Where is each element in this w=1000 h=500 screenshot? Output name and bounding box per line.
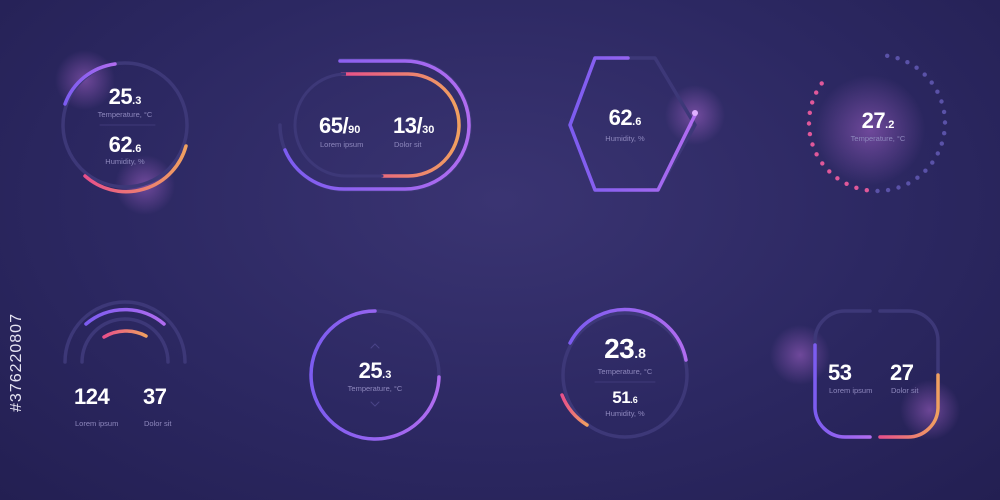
gauge-dot: [906, 181, 911, 186]
temperature-label: Temperature, °C: [347, 384, 403, 393]
dolor-label: Dolor sit: [144, 419, 172, 428]
dolor-value: 13/30: [393, 113, 435, 138]
humidity-label: Humidity, %: [605, 409, 645, 418]
gauge-dot: [935, 151, 940, 156]
gauge-dot: [941, 109, 947, 115]
gauge-dot: [914, 65, 919, 70]
gauge-dot: [915, 175, 920, 180]
hexagon-humidity-gauge: [568, 56, 698, 192]
circle-temperature-gauge: [309, 309, 441, 441]
temperature-humidity-gauge-1: [61, 61, 189, 194]
humidity-label: Humidity, %: [605, 134, 645, 143]
gauge-dot: [896, 185, 901, 190]
gauge-dot: [875, 188, 880, 194]
gauge-dot: [814, 90, 819, 95]
gauge-dot: [942, 120, 948, 125]
gauge-dot: [814, 152, 819, 157]
gauge-dot: [930, 160, 935, 165]
lorem-value: 124: [74, 384, 110, 409]
dolor-value: 37: [143, 384, 167, 409]
lorem-label: Lorem ipsum: [75, 419, 119, 428]
temperature-value: 25.3: [358, 358, 392, 383]
stock-id: #376220807: [8, 313, 25, 412]
gauge-dot: [806, 121, 812, 126]
gauge-dot: [807, 110, 812, 116]
humidity-value: 51.6: [612, 388, 638, 407]
temperature-label: Temperature, °C: [97, 110, 153, 119]
gauge-dot: [820, 161, 825, 166]
dotted-temperature-gauge: [806, 53, 948, 194]
gauge-dot: [929, 80, 934, 85]
lorem-value: 65/90: [319, 113, 361, 138]
dolor-value: 27: [890, 360, 914, 385]
gauge-dot: [922, 72, 927, 77]
gauge-dot: [810, 100, 815, 105]
gauge-dot: [854, 185, 859, 190]
temperature-value: 23.8: [604, 333, 646, 364]
humidity-label: Humidity, %: [105, 157, 145, 166]
circle-temperature-humidity-gauge: [560, 307, 689, 439]
temperature-label: Temperature, °C: [597, 367, 653, 376]
gauge-dot: [819, 81, 824, 86]
gauge-dot: [864, 188, 869, 193]
dolor-label: Dolor sit: [394, 140, 422, 149]
humidity-value: 62.6: [108, 132, 142, 157]
gauge-dot: [895, 56, 900, 61]
stadium-progress-gauge: [278, 58, 472, 192]
gauge-dot: [827, 169, 832, 174]
gauge-dot: [939, 99, 944, 104]
gauge-dot: [844, 181, 849, 186]
gauge-dot: [807, 131, 813, 137]
lorem-label: Lorem ipsum: [829, 386, 873, 395]
gauge-dot: [835, 176, 840, 181]
gauge-dot: [905, 60, 910, 65]
semicircle-dual-gauge: [63, 300, 187, 413]
dolor-label: Dolor sit: [891, 386, 919, 395]
gauge-dot: [935, 89, 940, 94]
gauge-dot: [885, 187, 891, 193]
gauge-dot: [939, 141, 944, 146]
humidity-value: 62.6: [608, 105, 642, 130]
lorem-label: Lorem ipsum: [320, 140, 364, 149]
gauge-dot: [923, 168, 928, 173]
temperature-value: 25.3: [108, 84, 142, 109]
gauge-dot: [885, 53, 890, 58]
gauge-dot: [942, 131, 947, 136]
rounded-square-dual-gauge: [813, 309, 940, 439]
temperature-label: Temperature, °C: [850, 134, 906, 143]
temperature-value: 27.2: [861, 108, 895, 133]
gauge-dot: [810, 142, 815, 147]
lorem-value: 53: [828, 360, 852, 385]
